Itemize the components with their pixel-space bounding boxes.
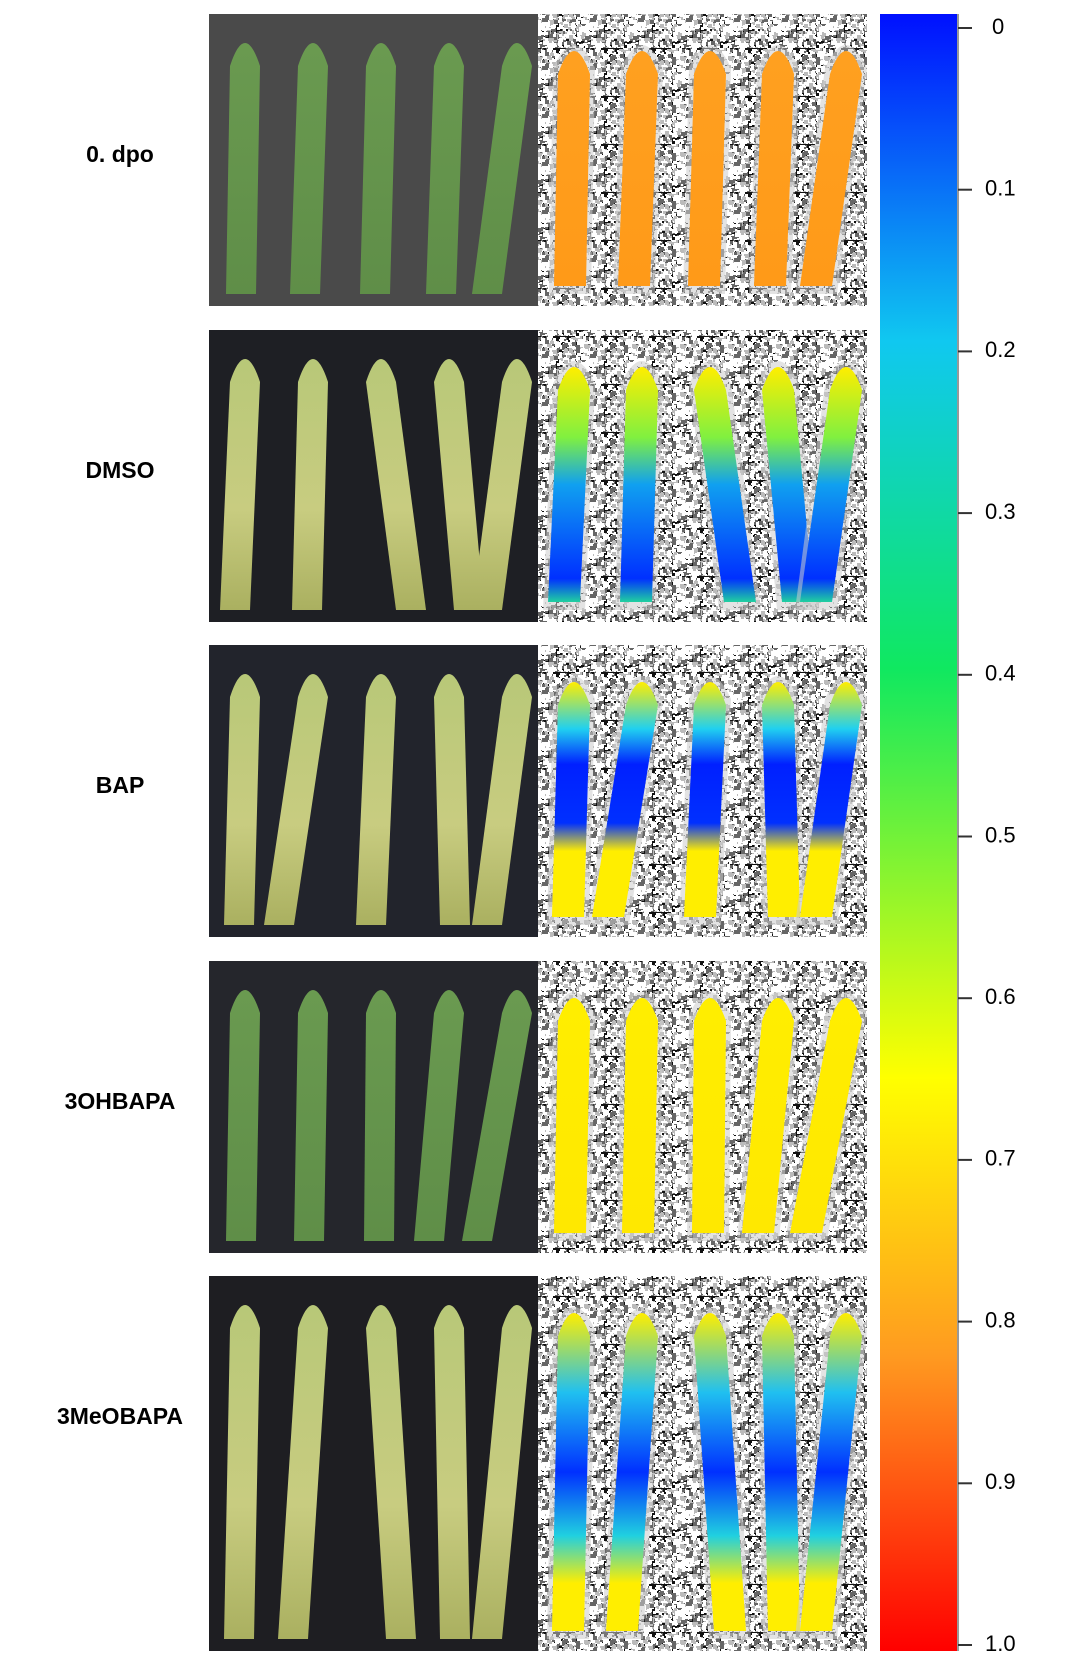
row-label: BAP (96, 772, 145, 798)
leaf-heat (554, 51, 590, 286)
tick-label: 0.5 (985, 822, 1016, 847)
row-label: 3MeOBAPA (57, 1403, 183, 1429)
leaf (294, 990, 328, 1241)
leaf-heat (620, 367, 658, 602)
tick-label: 0.9 (985, 1469, 1016, 1494)
tick-label: 0.1 (985, 176, 1016, 201)
tick-label: 0 (992, 14, 1004, 39)
leaf-heat (622, 998, 658, 1233)
leaf-heat (762, 1313, 800, 1631)
row-label: 0. dpo (86, 141, 154, 167)
leaf (226, 990, 260, 1241)
tick-label: 0.3 (985, 499, 1016, 524)
leaf-heat (692, 998, 726, 1233)
leaf-heat (552, 1313, 590, 1631)
tick-label: 0.6 (985, 984, 1016, 1009)
figure: 0. dpo DMSO BAP 3OHBAPA 3MeOBAPA 0 0.1 0.2 0.3 0.… (0, 0, 1085, 1651)
row-label: DMSO (86, 457, 155, 483)
tick-label: 0.7 (985, 1146, 1016, 1171)
leaf-heat (554, 998, 590, 1233)
tick-label: 0.4 (985, 661, 1016, 686)
colorbar (880, 14, 957, 1651)
leaf (226, 43, 260, 294)
leaf-heat (552, 682, 590, 917)
leaf-heat (688, 51, 726, 286)
leaf (364, 990, 396, 1241)
tick-label: 0.8 (985, 1307, 1016, 1332)
leaf-heat (762, 682, 800, 917)
tick-label: 0.2 (985, 337, 1016, 362)
tick-label: 1.0 (985, 1631, 1016, 1651)
row-label: 3OHBAPA (65, 1088, 176, 1114)
